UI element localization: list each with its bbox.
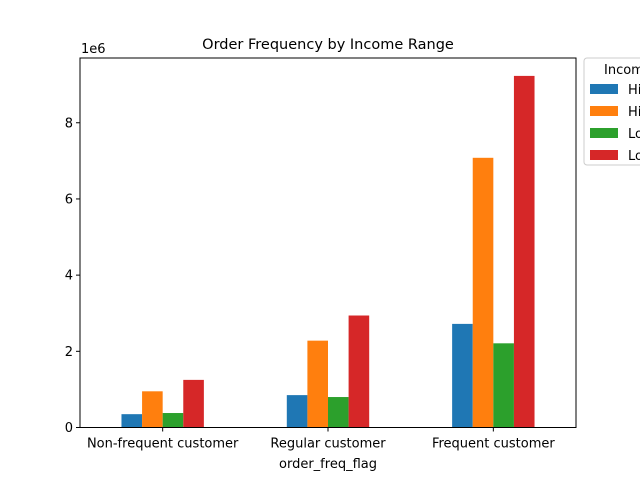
bar-series2-cat0	[162, 413, 184, 428]
y-scale-label: 1e6	[81, 42, 106, 57]
y-tick-label: 4	[65, 269, 73, 284]
legend: Incom Hi Hi Lo Lo	[583, 57, 640, 166]
legend-swatch-0	[590, 84, 618, 94]
y-tick-label: 2	[65, 345, 73, 360]
y-axis: 0 2 4 6 8	[65, 116, 80, 436]
x-axis: Non-frequent customer Regular customer Fre…	[87, 427, 555, 452]
y-tick-label: 6	[65, 192, 73, 207]
legend-swatch-1	[590, 106, 618, 116]
y-tick-label: 8	[65, 116, 73, 131]
bar-series2-cat1	[328, 397, 349, 428]
legend-swatch-3	[590, 150, 618, 160]
bar-series3-cat2	[513, 75, 535, 428]
bar-series3-cat1	[348, 315, 370, 428]
legend-label-1: Hi	[628, 105, 640, 120]
bar-series1-cat2	[472, 157, 494, 428]
bar-series0-cat0	[121, 414, 143, 428]
legend-title: Incom	[604, 63, 640, 78]
bar-series3-cat0	[183, 379, 204, 428]
x-tick-label: Non-frequent customer	[87, 437, 239, 452]
legend-label-2: Lo	[628, 127, 640, 142]
y-tick-label: 0	[65, 421, 73, 436]
bar-series2-cat2	[493, 343, 514, 428]
legend-label-0: Hi	[628, 83, 640, 98]
legend-label-3: Lo	[628, 149, 640, 164]
x-tick-label: Regular customer	[270, 437, 386, 452]
bars-group	[121, 75, 535, 428]
x-tick-label: Frequent customer	[432, 437, 555, 452]
bar-series0-cat2	[452, 323, 473, 428]
bar-series1-cat0	[142, 391, 163, 428]
bar-series1-cat1	[307, 340, 328, 428]
bar-series0-cat1	[286, 395, 308, 428]
x-axis-label: order_freq_flag	[279, 457, 377, 472]
legend-swatch-2	[590, 128, 618, 138]
chart-title: Order Frequency by Income Range	[202, 37, 454, 53]
